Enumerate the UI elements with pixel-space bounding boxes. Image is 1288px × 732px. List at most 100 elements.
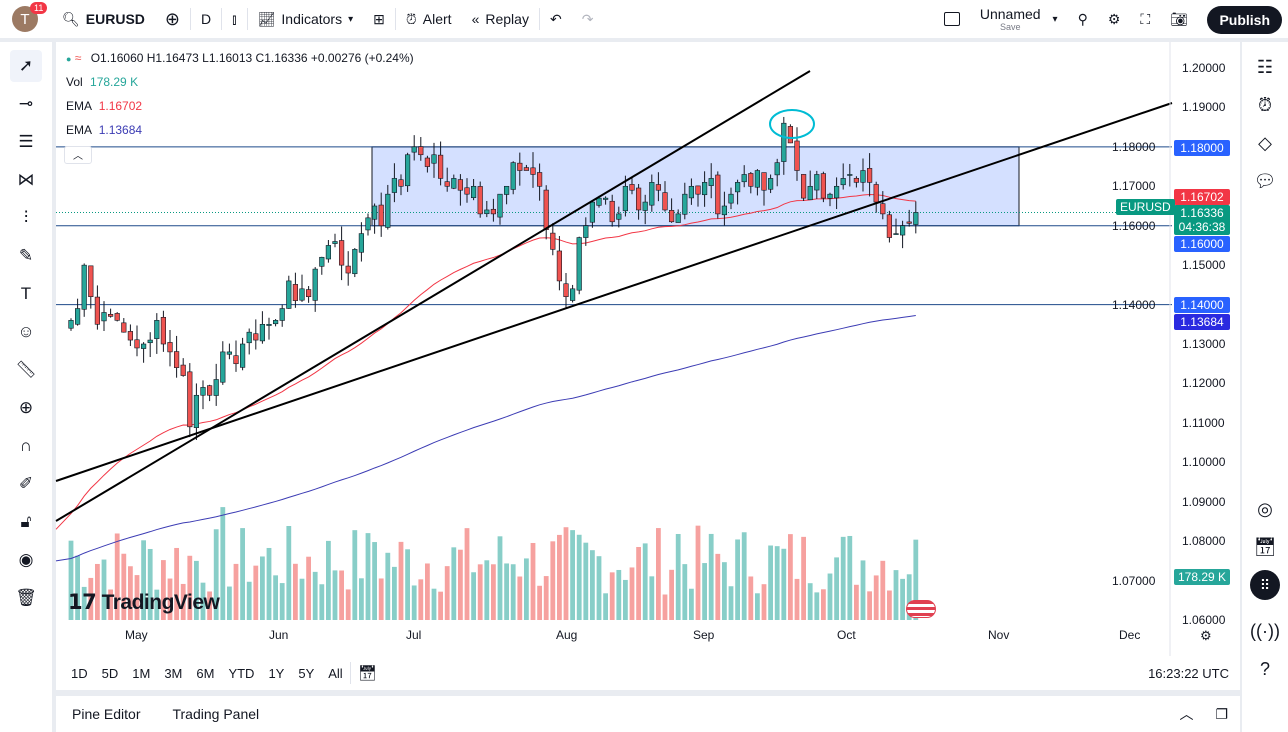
range-3m[interactable]: 3M (164, 665, 183, 681)
pattern-icon: ⋈ (17, 170, 35, 189)
text-tool[interactable]: T (10, 278, 42, 310)
us-flag-event-icon[interactable] (906, 600, 936, 618)
trendline-tool[interactable]: ⊸ (10, 88, 42, 120)
undo-button[interactable]: ↶ (540, 0, 572, 38)
publish-button[interactable]: Publish (1207, 6, 1282, 34)
snapshot-button[interactable]: 📷︎ (1160, 0, 1198, 38)
indicators-icon: 📈︎ (257, 10, 276, 27)
trading-panel-tab[interactable]: Trading Panel (172, 706, 260, 722)
symbol-search[interactable]: 🔍︎ EURUSD (62, 10, 145, 28)
approx-icon: ≈ (74, 51, 82, 65)
magnet-icon: ∩ (19, 436, 33, 455)
range-all[interactable]: All (328, 665, 343, 681)
replay-button[interactable]: «Replay (471, 11, 529, 27)
date-range-icon[interactable]: 📅︎ (357, 665, 377, 682)
fullscreen-icon: ⛶ (1140, 10, 1151, 27)
collapse-panel-icon[interactable]: ︿ (1179, 706, 1194, 722)
watchlist-button[interactable]: ☷ (1242, 48, 1288, 86)
settings-button[interactable]: ⚙ (1098, 0, 1131, 38)
time-tick-label: Jul (406, 628, 422, 642)
brush-tool[interactable]: ✎ (10, 240, 42, 272)
chats-button[interactable]: 💬︎ (1242, 162, 1288, 200)
pattern-tool[interactable]: ⋈ (10, 164, 42, 196)
price-tick-label: 1.14000 (1112, 297, 1156, 312)
clock[interactable]: 16:23:22 UTC (1148, 665, 1229, 681)
hline-price-tag: 1.14000 (1174, 297, 1230, 313)
range-1m[interactable]: 1M (132, 665, 151, 681)
redo-button[interactable]: ↷ (572, 0, 604, 38)
ema-slow-price-tag: 1.13684 (1174, 314, 1230, 330)
fullscreen-button[interactable]: ⛶ (1130, 0, 1160, 38)
plus-circle-icon: ⊕ (164, 8, 180, 29)
prediction-tool[interactable]: ⫶ (10, 202, 42, 234)
chart-type-button[interactable]: ⫾ (222, 0, 246, 38)
goto-settings-icon[interactable]: ⚙ (1200, 628, 1212, 643)
layers-icon: ◇ (1258, 132, 1272, 153)
range-1d[interactable]: 1D (71, 665, 88, 681)
cursor-tool[interactable]: ➚ (10, 50, 42, 82)
stay-drawing-tool[interactable]: ✐ (10, 468, 42, 500)
object-tree-button[interactable]: ◇ (1242, 124, 1288, 162)
price-tick-label: 1.18000 (1112, 139, 1156, 154)
signal-icon: ((·)) (1250, 620, 1280, 641)
collapse-legend-button[interactable]: ︿ (64, 146, 92, 164)
layout-button[interactable]: Unnamed Save ▾ (934, 0, 1068, 38)
zoom-tool[interactable]: ⊕ (10, 392, 42, 424)
drawing-toolbar: ➚ ⊸ ☰ ⋈ ⫶ ✎ T ☺ 📏︎ ⊕ ∩ ✐ 🔓︎ ◉ 🗑︎ (0, 42, 52, 732)
chart-area[interactable] (56, 42, 1240, 662)
time-tick-label: Jun (269, 628, 289, 642)
ema-fast-legend[interactable]: EMA 1.16702 (66, 99, 143, 113)
gear-icon: ⚙ (1107, 10, 1121, 27)
time-tick-label: May (125, 628, 148, 642)
price-tick-label: 1.15000 (1182, 258, 1226, 273)
price-tick-label: 1.16000 (1112, 218, 1156, 233)
remove-tool[interactable]: 🗑︎ (10, 582, 42, 614)
hide-tool[interactable]: ◉ (10, 544, 42, 576)
measure-tool[interactable]: 📏︎ (10, 354, 42, 386)
alarm-icon: ⏰︎ (405, 10, 417, 27)
magnet-tool[interactable]: ∩ (10, 430, 42, 462)
fib-tool[interactable]: ☰ (10, 126, 42, 158)
cursor-icon: ➚ (18, 56, 34, 75)
lightning-search-icon: ⚲ (1077, 10, 1088, 27)
quick-search-button[interactable]: ⚲ (1068, 0, 1098, 38)
price-tick-label: 1.13000 (1182, 337, 1226, 351)
alerts-button[interactable]: ⏰︎ (1242, 86, 1288, 124)
range-6m[interactable]: 6M (196, 665, 215, 681)
emoji-tool[interactable]: ☺ (10, 316, 42, 348)
price-tick-label: 1.07000 (1112, 573, 1156, 588)
range-5y[interactable]: 5Y (298, 665, 315, 681)
hline-price-tag: 1.18000 (1174, 140, 1230, 156)
pine-editor-tab[interactable]: Pine Editor (72, 706, 141, 722)
price-tick-label: 1.10000 (1182, 455, 1226, 470)
chat-icon: 💬︎ (1253, 170, 1277, 191)
ema-slow-legend[interactable]: EMA 1.13684 (66, 123, 143, 137)
search-icon: 🔍︎ (62, 10, 80, 27)
time-tick-label: Oct (837, 628, 856, 642)
signal-button[interactable]: ((·)) (1242, 612, 1288, 650)
calendar-icon: 📅︎ (1253, 536, 1277, 557)
list-icon: ☷ (1256, 56, 1274, 77)
range-5d[interactable]: 5D (101, 665, 119, 681)
templates-button[interactable]: ⊞ (363, 0, 395, 38)
indicators-button[interactable]: 📈︎ Indicators ▾ (257, 10, 354, 28)
interval-button[interactable]: D (201, 11, 212, 27)
products-button[interactable]: ⠿ (1242, 566, 1288, 604)
range-1y[interactable]: 1Y (268, 665, 285, 681)
calendar-button[interactable]: 📅︎ (1242, 528, 1288, 566)
price-tick-label: 1.11000 (1182, 415, 1225, 430)
help-button[interactable]: ? (1242, 650, 1288, 688)
right-sidebar: ☷ ⏰︎ ◇ 💬︎ ◎ 📅︎ ⠿ ((·)) ? (1242, 42, 1288, 732)
lock-tool[interactable]: 🔓︎ (10, 506, 42, 538)
compare-button[interactable]: ⊕ (155, 0, 190, 38)
range-ytd[interactable]: YTD (228, 665, 255, 681)
symbol-price-tag: EURUSD (1116, 199, 1175, 215)
maximize-panel-icon[interactable]: ❐ (1215, 705, 1228, 722)
ideas-button[interactable]: ◎ (1242, 490, 1288, 528)
alert-button[interactable]: ⏰︎ Alert (405, 10, 452, 28)
notification-badge: 11 (30, 2, 48, 14)
square-icon (943, 12, 960, 26)
hline-price-tag: 1.16000 (1174, 236, 1230, 252)
volume-legend[interactable]: Vol 178.29 K (66, 75, 139, 89)
top-toolbar: T 11 🔍︎ EURUSD ⊕ D ⫾ 📈︎ Indicators ▾ ⊞ ⏰︎ Al… (0, 0, 1288, 38)
